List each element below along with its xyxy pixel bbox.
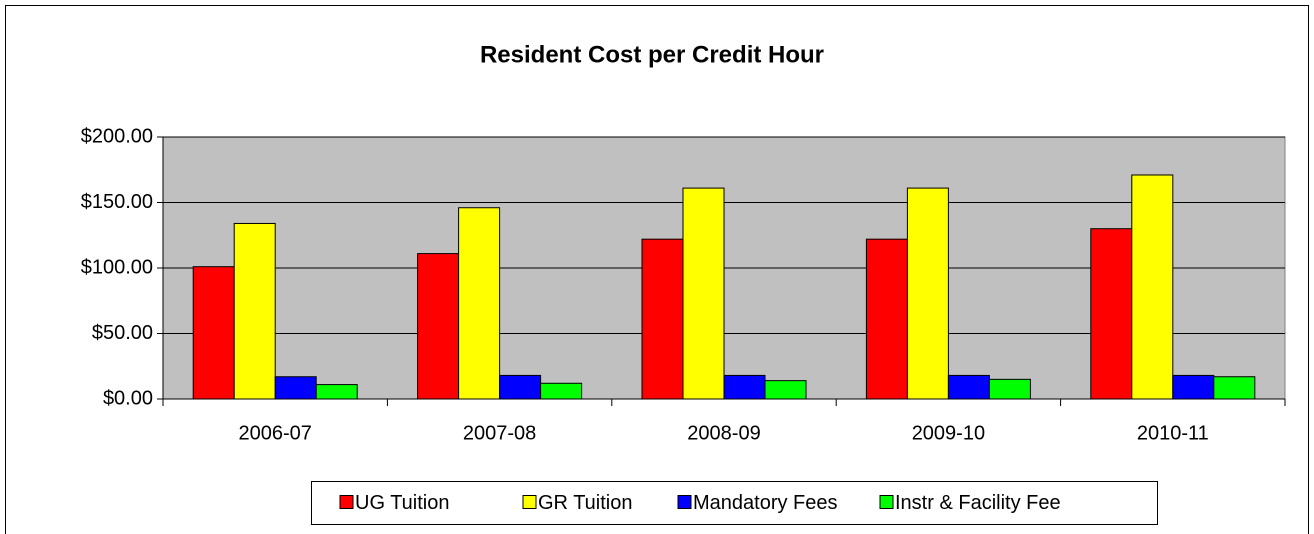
bar [1213, 376, 1256, 400]
legend-label: Instr & Facility Fee [895, 492, 1061, 514]
y-tick-label: $0.00 [103, 387, 153, 409]
bar [1131, 174, 1174, 400]
bar [641, 238, 684, 400]
x-tick-label: 2010-11 [1137, 422, 1209, 444]
legend-box [311, 481, 1158, 525]
bar [458, 207, 501, 400]
bar [906, 187, 949, 400]
bar [192, 266, 235, 400]
x-tick-label: 2008-09 [687, 422, 760, 444]
bar [417, 253, 460, 400]
legend-label: Mandatory Fees [693, 492, 838, 514]
bar [233, 222, 276, 400]
bar [764, 380, 807, 400]
legend-swatch [522, 495, 537, 509]
bar [1090, 228, 1133, 400]
y-tick-label: $150.00 [81, 191, 153, 213]
bar [865, 238, 908, 400]
bar [723, 374, 766, 400]
legend-swatch [879, 495, 894, 509]
bar [274, 376, 317, 400]
bar [682, 187, 725, 400]
x-tick-label: 2006-07 [238, 422, 311, 444]
y-tick-label: $200.00 [81, 125, 153, 147]
legend-swatch [339, 495, 354, 509]
bar [947, 374, 990, 400]
bar [315, 384, 358, 400]
chart-title: Resident Cost per Credit Hour [480, 41, 824, 68]
bar [499, 374, 542, 400]
legend-label: UG Tuition [355, 492, 449, 514]
legend-label: GR Tuition [538, 492, 632, 514]
x-tick-label: 2009-10 [912, 422, 985, 444]
bar [1172, 374, 1215, 400]
x-tick-label: 2007-08 [463, 422, 536, 444]
bar [988, 378, 1031, 400]
legend-swatch [677, 495, 692, 509]
y-tick-label: $50.00 [92, 322, 153, 344]
bar [540, 382, 583, 400]
y-tick-label: $100.00 [81, 256, 153, 278]
